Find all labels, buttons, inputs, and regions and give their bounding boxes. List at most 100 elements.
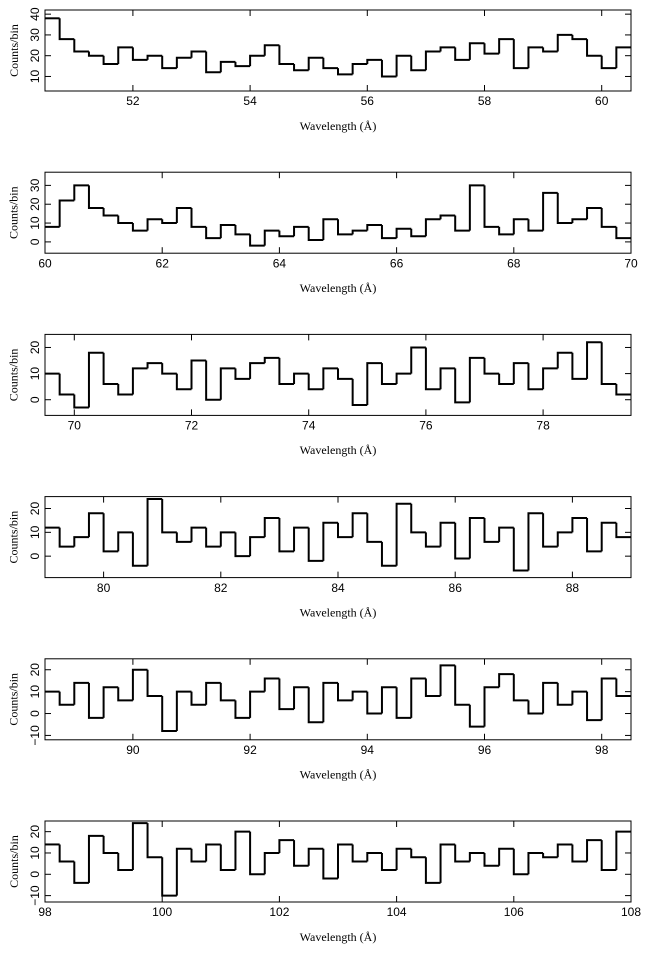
histogram-step [542,47,558,53]
histogram-step [322,681,338,723]
x-tick-label: 58 [478,94,492,108]
histogram-step [366,513,382,543]
histogram-step [410,848,426,859]
histogram-step [263,677,280,692]
histogram-step [527,851,544,875]
y-tick-label: 20 [28,663,42,677]
x-tick-label: 60 [38,256,52,270]
y-tick-label: 30 [28,28,42,42]
histogram-step [439,367,456,390]
y-axis-label: Counts/bin [7,24,21,77]
histogram-step [454,215,470,232]
histogram-step [512,848,529,876]
histogram-step [249,234,265,247]
y-tick-label: 10 [28,367,42,381]
histogram-step [161,55,177,70]
y-tick-label: 0 [28,710,42,717]
histogram-step [351,229,368,235]
y-tick-label: −10 [28,725,42,746]
x-tick-label: 96 [478,743,492,757]
histogram-step [468,517,485,559]
histogram-step [468,42,485,60]
histogram-step [542,681,558,714]
histogram-step [263,44,280,56]
histogram-step [600,207,617,228]
histogram-step [205,843,221,862]
histogram-step [175,56,192,69]
histogram-step [424,218,441,237]
histogram-step [58,18,75,41]
x-tick-label: 56 [361,94,375,108]
histogram-step [615,522,631,539]
histogram-step [87,834,104,883]
y-tick-label: 10 [28,69,42,83]
histogram-step [542,367,558,390]
histogram-step [556,192,573,225]
histogram-step [586,691,602,722]
histogram-step [351,844,368,863]
histogram-step [527,512,544,571]
histogram-step [571,352,588,380]
histogram-step [366,223,382,231]
histogram-step [468,851,485,862]
histogram-step [219,223,236,239]
histogram-step [102,686,119,718]
histogram-step [87,682,104,719]
histogram-step [263,229,280,246]
histogram-step [556,531,573,547]
x-tick-label: 108 [621,905,641,919]
x-tick-label: 60 [595,94,609,108]
y-tick-label: 20 [28,340,42,354]
y-axis-label: Counts/bin [7,349,21,402]
histogram-step [454,47,470,61]
histogram-step [205,681,221,705]
y-tick-label: 20 [28,49,42,63]
x-tick-label: 102 [269,905,289,919]
histogram-step [424,532,441,548]
histogram-step [483,357,500,375]
x-tick-label: 98 [38,905,52,919]
histogram-step [58,844,75,863]
histogram-step [322,367,338,390]
histogram-step [131,532,148,567]
histogram-step [146,823,163,859]
histogram-step [380,363,397,386]
histogram-step [249,536,265,557]
y-tick-label: 10 [28,685,42,699]
x-tick-label: 64 [273,256,287,270]
histogram-step [454,368,470,404]
y-tick-label: 10 [28,216,42,230]
histogram-step [117,852,133,872]
x-axis-label: Wavelength (Å) [300,119,377,133]
histogram-step [161,363,177,375]
histogram-step [278,839,295,853]
histogram-step [410,503,426,534]
x-axis-label: Wavelength (Å) [300,930,377,944]
histogram-step [161,696,177,733]
histogram-step [190,848,207,863]
histogram-step [234,700,251,719]
histogram-step [73,39,89,53]
histogram-step [249,690,265,718]
histogram-step [395,372,412,385]
histogram-step [219,367,236,400]
histogram-step [600,677,617,721]
x-tick-label: 88 [566,581,580,595]
histogram-step [556,33,573,52]
histogram-step [454,844,470,863]
histogram-step [131,47,148,61]
y-axis-label: Counts/bin [7,835,21,888]
histogram-step [161,498,177,534]
histogram-step [586,341,602,379]
histogram-step [322,218,338,241]
histogram-step [73,184,89,201]
histogram-step [600,342,617,386]
x-tick-label: 82 [214,581,228,595]
histogram-step [322,57,338,70]
histogram-step [102,55,119,65]
histogram-step [468,356,485,403]
histogram-step [498,226,514,236]
histogram-step [190,359,207,390]
histogram-step [337,843,353,879]
